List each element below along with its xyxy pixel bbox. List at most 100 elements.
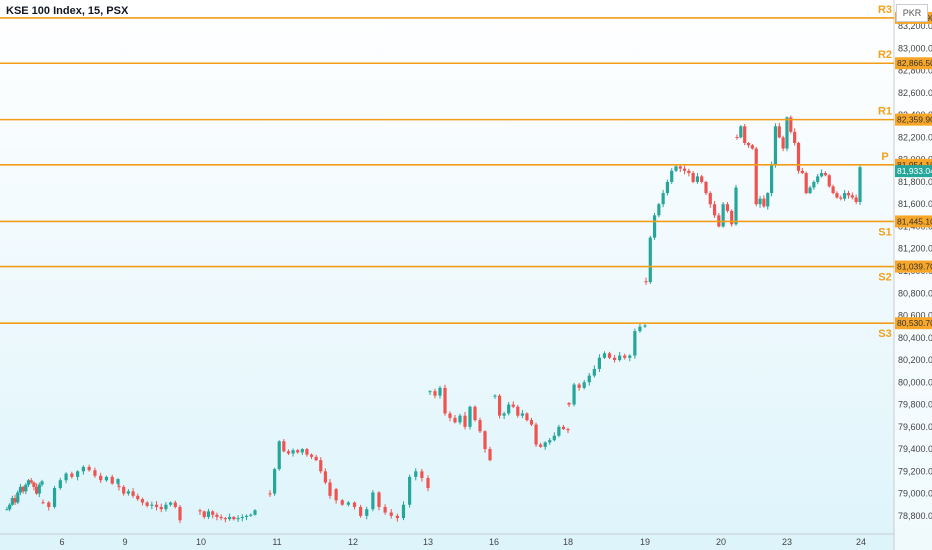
candle-body[interactable]: [13, 498, 17, 503]
candle-body[interactable]: [236, 518, 240, 520]
candle-body[interactable]: [587, 375, 591, 383]
candle-body[interactable]: [808, 187, 812, 194]
candle-body[interactable]: [26, 480, 31, 485]
candle-body[interactable]: [577, 384, 581, 388]
candle-body[interactable]: [602, 353, 607, 358]
candle-body[interactable]: [735, 137, 739, 139]
candle-body[interactable]: [140, 499, 145, 503]
candle-body[interactable]: [846, 193, 851, 196]
candle-body[interactable]: [178, 506, 182, 521]
candle-body[interactable]: [211, 511, 215, 515]
candle-body[interactable]: [340, 500, 344, 505]
candle-body[interactable]: [126, 491, 130, 494]
candle-body[interactable]: [414, 471, 418, 477]
candle-body[interactable]: [291, 450, 295, 454]
candle-body[interactable]: [628, 355, 632, 358]
candle-body[interactable]: [708, 193, 712, 205]
candle-body[interactable]: [401, 504, 406, 519]
candle-body[interactable]: [232, 516, 236, 520]
candle-body[interactable]: [618, 355, 622, 361]
candle-body[interactable]: [202, 511, 206, 517]
candle-body[interactable]: [131, 491, 135, 496]
candle-body[interactable]: [746, 142, 751, 146]
candle-body[interactable]: [458, 415, 462, 423]
candle-body[interactable]: [607, 353, 612, 358]
candle-body[interactable]: [516, 406, 520, 416]
candle-body[interactable]: [164, 504, 168, 510]
candle-body[interactable]: [661, 193, 665, 205]
candle-body[interactable]: [493, 395, 497, 397]
candle-body[interactable]: [597, 357, 601, 369]
candle-body[interactable]: [835, 193, 839, 198]
candle-body[interactable]: [858, 167, 862, 202]
candle-body[interactable]: [277, 441, 281, 470]
candle-body[interactable]: [76, 471, 80, 477]
candle-body[interactable]: [812, 181, 816, 188]
candle-body[interactable]: [52, 488, 57, 507]
candle-body[interactable]: [773, 126, 778, 166]
candle-body[interactable]: [383, 506, 387, 513]
candle-body[interactable]: [665, 181, 670, 194]
candle-body[interactable]: [286, 451, 291, 454]
candle-body[interactable]: [468, 406, 472, 427]
candle-body[interactable]: [497, 395, 502, 416]
candle-body[interactable]: [29, 480, 33, 483]
candle-body[interactable]: [365, 509, 369, 516]
candle-body[interactable]: [644, 281, 648, 283]
candle-body[interactable]: [70, 473, 74, 477]
candle-body[interactable]: [433, 391, 437, 396]
candle-body[interactable]: [762, 198, 766, 207]
candle-body[interactable]: [219, 516, 223, 519]
candle-body[interactable]: [743, 126, 747, 143]
candle-body[interactable]: [154, 504, 159, 507]
candle-body[interactable]: [136, 495, 140, 500]
candle-body[interactable]: [520, 413, 524, 416]
candle-body[interactable]: [16, 492, 20, 503]
candle-body[interactable]: [159, 506, 163, 510]
candle-body[interactable]: [169, 502, 173, 505]
candle-body[interactable]: [712, 204, 717, 216]
candle-body[interactable]: [81, 466, 85, 472]
candle-body[interactable]: [700, 176, 704, 182]
candle-body[interactable]: [687, 170, 691, 174]
candle-body[interactable]: [253, 510, 257, 515]
candle-body[interactable]: [695, 176, 700, 182]
candle-body[interactable]: [323, 471, 327, 483]
candle-body[interactable]: [678, 166, 682, 169]
candle-body[interactable]: [725, 204, 730, 211]
candle-body[interactable]: [754, 148, 758, 205]
candle-body[interactable]: [5, 509, 9, 511]
candle-body[interactable]: [582, 382, 586, 388]
candle-body[interactable]: [117, 486, 121, 488]
candle-body[interactable]: [240, 516, 244, 519]
candle-body[interactable]: [334, 489, 338, 501]
candle-body[interactable]: [785, 117, 789, 149]
candle-body[interactable]: [592, 368, 596, 376]
candle-body[interactable]: [638, 326, 642, 332]
candle-body[interactable]: [296, 450, 300, 453]
candle-body[interactable]: [525, 413, 529, 421]
candle-body[interactable]: [734, 187, 738, 225]
candle-body[interactable]: [377, 492, 381, 507]
candle-body[interactable]: [777, 126, 781, 138]
candle-body[interactable]: [804, 173, 808, 194]
candle-body[interactable]: [87, 466, 91, 471]
candle-body[interactable]: [58, 480, 62, 489]
candle-body[interactable]: [796, 142, 801, 171]
candle-body[interactable]: [18, 486, 23, 493]
candle-body[interactable]: [389, 512, 393, 516]
candle-body[interactable]: [850, 195, 854, 198]
candle-body[interactable]: [552, 435, 556, 441]
candle-body[interactable]: [145, 502, 149, 506]
candle-body[interactable]: [534, 424, 538, 445]
candle-body[interactable]: [328, 488, 332, 490]
candle-body[interactable]: [623, 355, 627, 358]
candle-body[interactable]: [674, 166, 678, 171]
candle-body[interactable]: [739, 126, 743, 138]
candle-body[interactable]: [282, 441, 286, 452]
candle-body[interactable]: [32, 482, 36, 487]
candle-body[interactable]: [652, 215, 657, 238]
candle-body[interactable]: [346, 502, 350, 505]
candle-body[interactable]: [37, 484, 41, 494]
